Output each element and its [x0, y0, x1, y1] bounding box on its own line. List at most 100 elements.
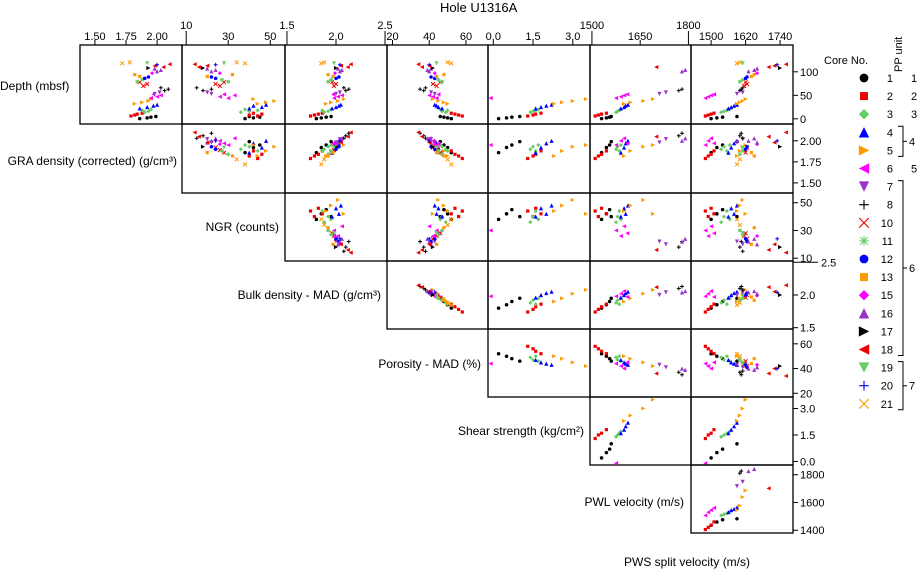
marker-triangle-left: [339, 93, 344, 98]
marker-triangle-up: [533, 106, 538, 111]
marker-triangle-right: [272, 144, 277, 149]
data-point: [706, 510, 711, 515]
data-point: [217, 83, 223, 89]
marker-circle: [314, 217, 319, 222]
marker-triangle-right: [628, 413, 633, 418]
data-point: [593, 344, 597, 348]
marker-triangle-right: [200, 144, 206, 149]
data-point: [734, 61, 740, 66]
data-point: [721, 214, 727, 219]
data-point: [333, 91, 339, 96]
marker-square: [449, 212, 453, 216]
data-point: [622, 224, 627, 229]
marker-triangle-left: [205, 63, 210, 68]
data-point: [416, 283, 421, 288]
marker-square: [526, 344, 530, 348]
data-point: [729, 292, 734, 298]
data-point: [679, 366, 685, 371]
data-point: [583, 96, 589, 102]
marker-diamond: [320, 148, 325, 154]
data-point: [676, 245, 681, 250]
marker-triangle-left: [488, 96, 493, 101]
marker-triangle-up: [549, 289, 554, 294]
marker-square: [706, 214, 710, 219]
data-point: [737, 286, 742, 291]
panel-r1-c2: [284, 123, 388, 194]
data-point: [338, 236, 342, 241]
marker-triangle-down: [221, 145, 227, 150]
data-point: [737, 357, 742, 362]
marker-triangle-down: [740, 145, 745, 150]
data-point: [129, 114, 133, 118]
data-point: [534, 349, 538, 353]
data-point: [146, 98, 151, 104]
data-point: [737, 157, 743, 162]
marker-stroke: [329, 78, 333, 82]
marker-square: [539, 302, 543, 306]
data-point: [740, 287, 745, 292]
data-point: [783, 373, 788, 379]
marker-triangle-up: [679, 239, 685, 244]
marker-triangle-left: [618, 94, 623, 99]
chart-title: Hole U1316A: [440, 0, 518, 15]
marker-square: [460, 209, 464, 213]
data-point: [243, 116, 247, 121]
data-point: [777, 292, 783, 298]
legend-marker-core-2: [860, 92, 868, 101]
data-point: [259, 145, 264, 150]
data-point: [729, 206, 734, 211]
marker-triangle-up: [264, 138, 269, 143]
marker-stroke: [221, 79, 227, 85]
marker-square: [331, 74, 335, 79]
data-point: [539, 111, 543, 115]
marker-triangle-up: [729, 145, 734, 150]
panel-r2-c3: [386, 192, 489, 262]
marker-triangle-left: [221, 92, 227, 97]
marker-square: [230, 73, 235, 77]
data-point: [457, 307, 461, 311]
data-point: [445, 300, 450, 306]
data-point: [663, 290, 668, 295]
marker-square: [251, 111, 256, 115]
data-point: [734, 239, 740, 244]
marker-triangle-left: [625, 231, 630, 236]
marker-triangle-left: [338, 140, 343, 145]
data-point: [339, 224, 344, 229]
data-point: [251, 145, 256, 150]
legend-marker-core-20: [859, 380, 869, 391]
marker-triangle-right: [560, 296, 565, 301]
data-point: [336, 211, 342, 216]
marker-stroke: [319, 162, 324, 167]
data-point: [737, 152, 742, 157]
marker-stroke: [859, 236, 869, 245]
marker-triangle-right: [734, 153, 740, 159]
data-point: [650, 211, 656, 216]
data-point: [772, 63, 777, 68]
data-point: [703, 513, 708, 518]
marker-diamond: [724, 148, 729, 154]
marker-triangle-down: [858, 362, 870, 373]
marker-triangle-left: [703, 513, 708, 518]
data-point: [552, 299, 557, 304]
marker-triangle-up: [623, 290, 628, 296]
y-tick-label: 0.0: [800, 456, 815, 468]
data-point: [343, 133, 348, 138]
marker-square: [539, 352, 543, 356]
marker-triangle-right: [740, 494, 745, 500]
marker-square: [712, 149, 716, 153]
data-point: [460, 209, 464, 213]
data-point: [510, 143, 514, 147]
data-point: [734, 292, 740, 298]
data-point: [604, 149, 609, 153]
marker-square: [596, 214, 600, 219]
data-point: [583, 142, 589, 148]
data-point: [314, 116, 319, 121]
legend-marker-core-18: [858, 344, 870, 355]
data-point: [628, 413, 633, 418]
data-point: [530, 144, 536, 149]
data-point: [226, 142, 231, 148]
data-point: [734, 162, 740, 167]
marker-triangle-right: [777, 292, 783, 298]
data-point: [319, 116, 324, 120]
legend-core-label: 6: [887, 164, 893, 176]
